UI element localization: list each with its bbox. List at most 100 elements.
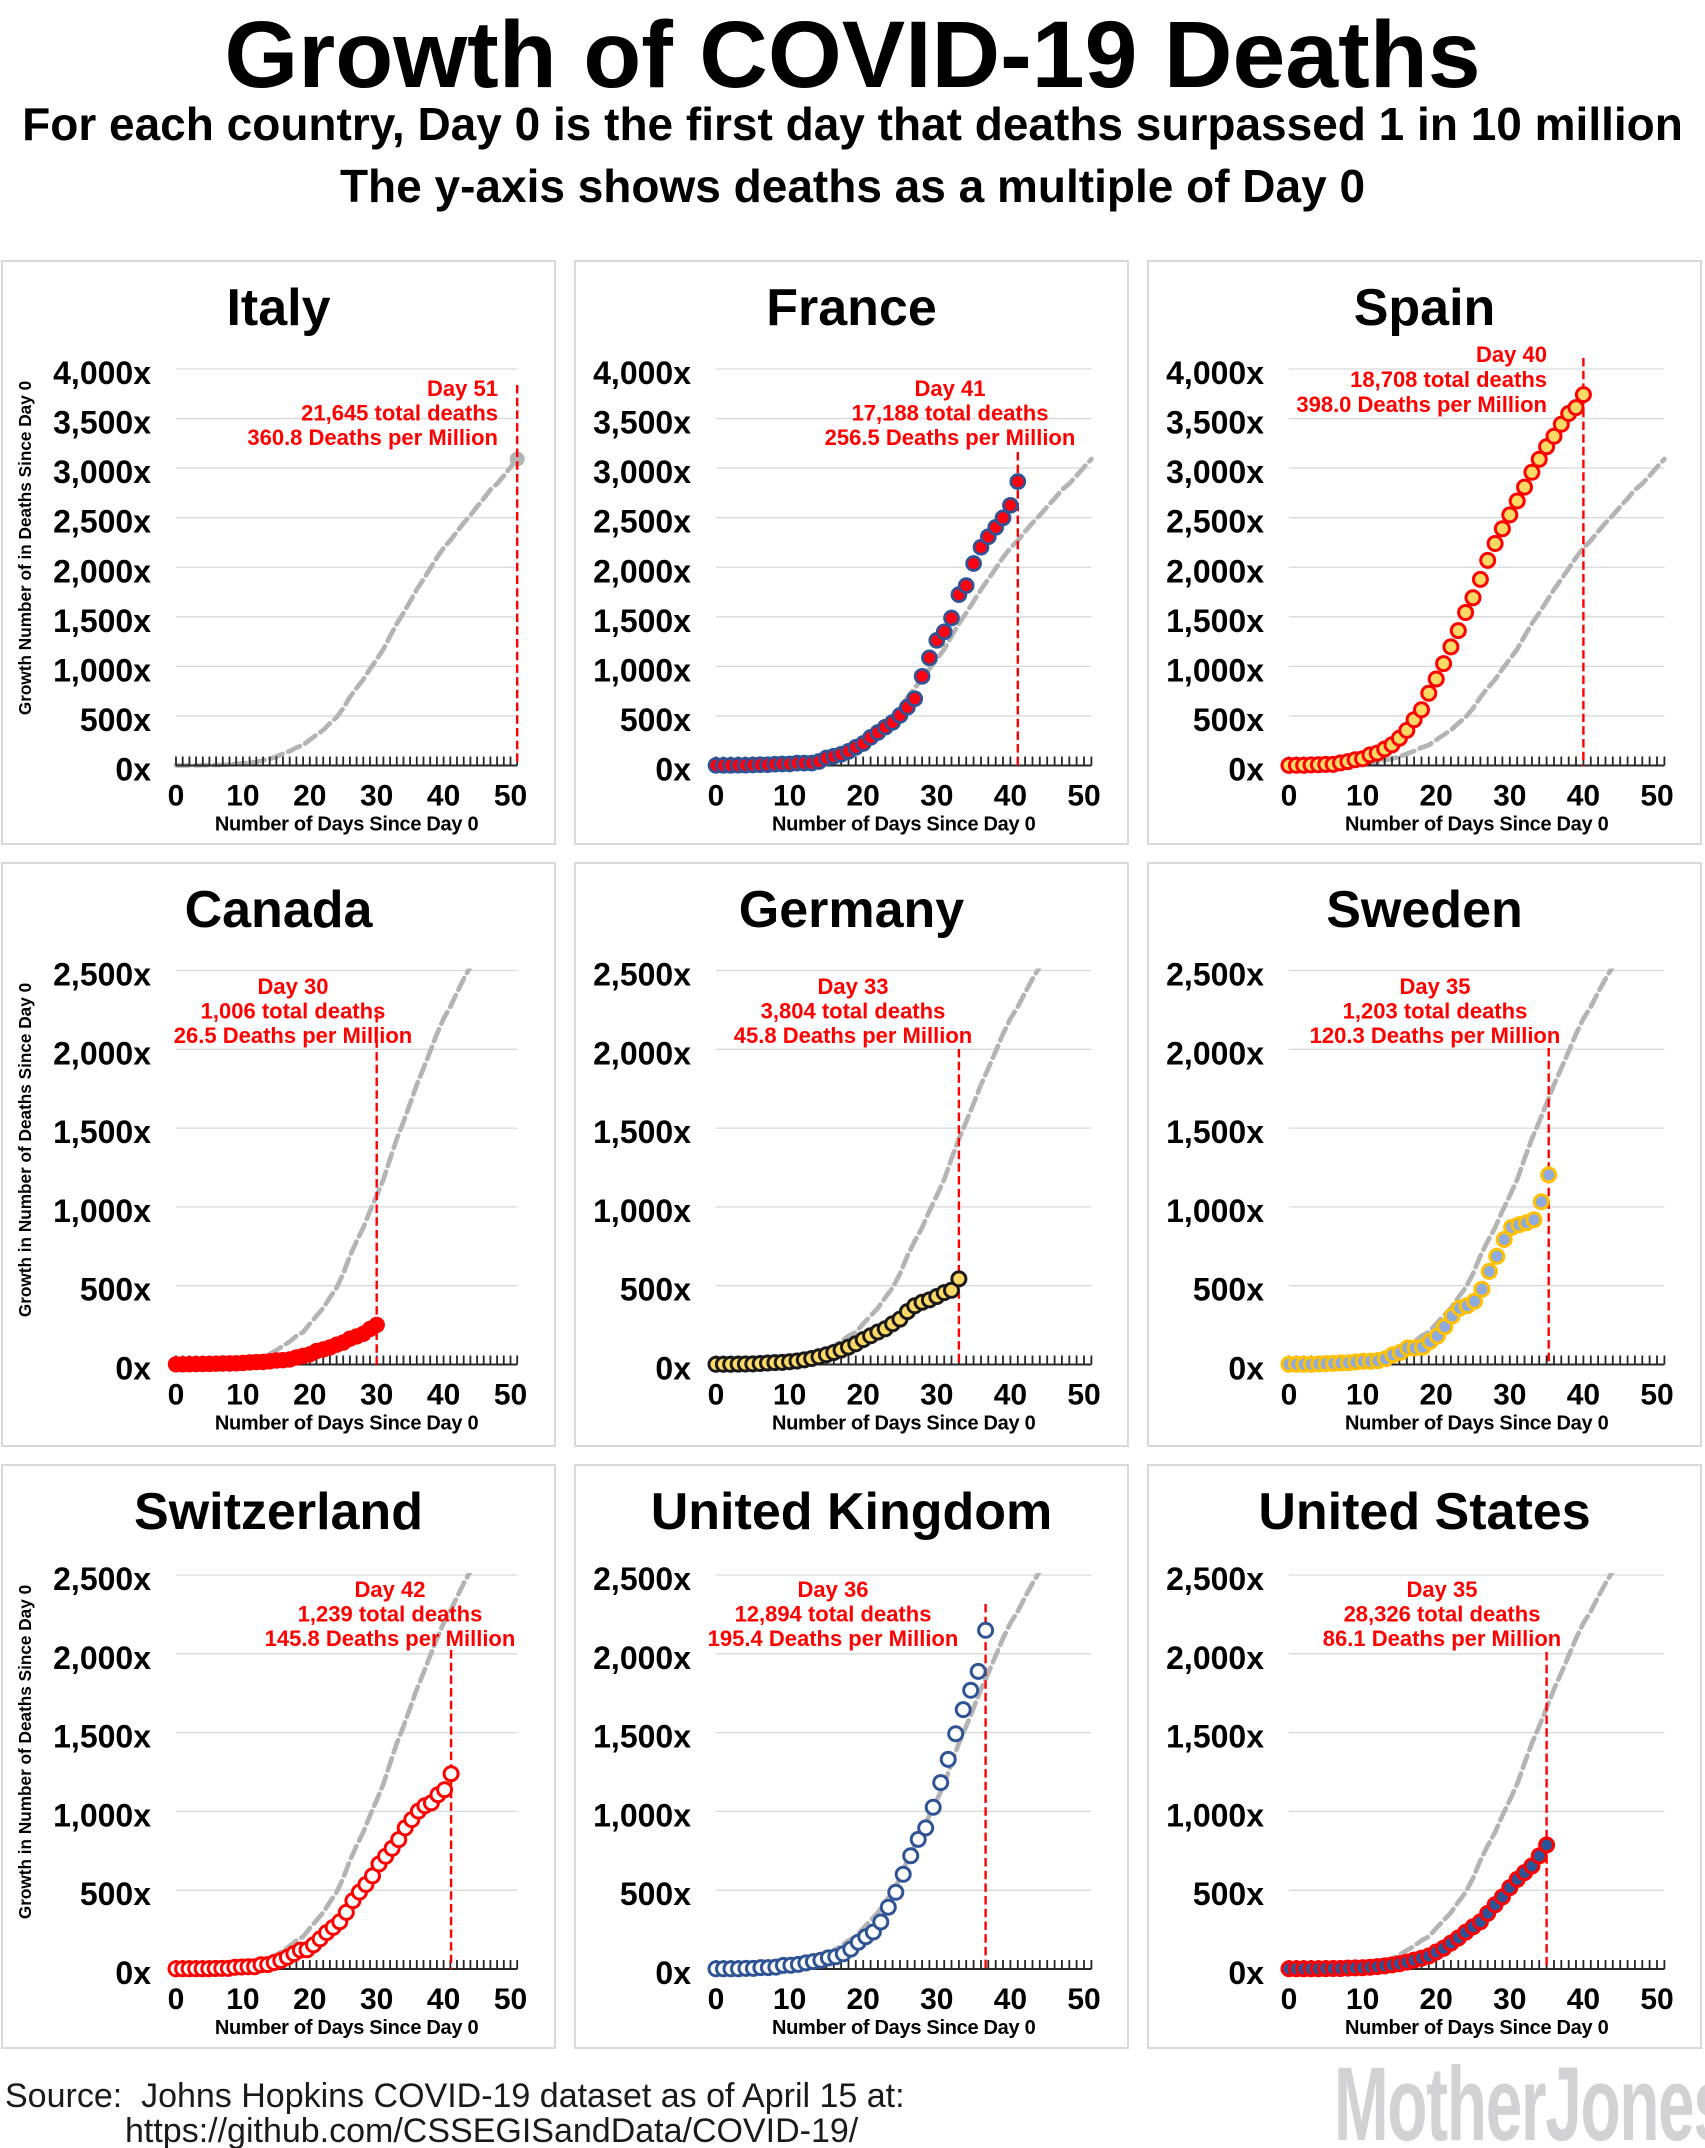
svg-text:2,000x: 2,000x [1166,1035,1264,1071]
svg-text:United States: United States [1258,1483,1590,1541]
svg-text:2,500x: 2,500x [1166,957,1264,993]
svg-text:1,000x: 1,000x [593,1797,691,1833]
svg-text:0x: 0x [115,1351,151,1387]
svg-text:500x: 500x [80,1272,151,1308]
svg-text:0x: 0x [655,752,691,788]
svg-text:0: 0 [1281,1983,1298,2016]
svg-text:3,000x: 3,000x [1166,454,1264,490]
svg-text:40: 40 [994,1379,1027,1412]
svg-text:50: 50 [1067,1379,1100,1412]
svg-text:2,500x: 2,500x [53,957,151,993]
svg-text:500x: 500x [620,1876,691,1912]
svg-text:500x: 500x [1193,702,1264,738]
svg-text:500x: 500x [1193,1272,1264,1308]
svg-text:0: 0 [168,780,185,813]
svg-text:20: 20 [293,780,326,813]
svg-text:18,708 total deaths: 18,708 total deaths [1350,367,1547,392]
svg-text:120.3 Deaths per Million: 120.3 Deaths per Million [1310,1023,1561,1048]
svg-text:Number of Days Since Day 0: Number of Days Since Day 0 [1345,814,1609,836]
svg-text:50: 50 [1067,1983,1100,2016]
svg-text:Growth Number of in Deaths Sin: Growth Number of in Deaths Since Day 0 [15,381,35,715]
svg-text:20: 20 [847,1983,880,2016]
svg-text:17,188 total deaths: 17,188 total deaths [852,401,1049,426]
svg-text:21,645 total deaths: 21,645 total deaths [301,401,498,426]
svg-text:500x: 500x [620,1272,691,1308]
svg-text:1,500x: 1,500x [593,1719,691,1755]
svg-text:0: 0 [168,1983,185,2016]
svg-text:Number of Days Since Day 0: Number of Days Since Day 0 [772,1413,1036,1435]
svg-text:500x: 500x [1193,1876,1264,1912]
svg-text:28,326 total deaths: 28,326 total deaths [1344,1602,1541,1627]
svg-text:3,500x: 3,500x [53,405,151,441]
svg-text:195.4 Deaths per Million: 195.4 Deaths per Million [708,1626,959,1651]
svg-text:40: 40 [427,1983,460,2016]
svg-text:10: 10 [773,780,806,813]
svg-text:40: 40 [994,1983,1027,2016]
svg-text:30: 30 [1493,780,1526,813]
svg-text:20: 20 [1420,780,1453,813]
svg-text:30: 30 [1493,1379,1526,1412]
svg-text:4,000x: 4,000x [53,355,151,391]
svg-text:Number of Days Since Day 0: Number of Days Since Day 0 [215,2017,479,2039]
svg-text:Day 33: Day 33 [818,974,889,999]
svg-text:398.0 Deaths per Million: 398.0 Deaths per Million [1296,392,1547,417]
svg-text:50: 50 [1640,1379,1673,1412]
svg-text:10: 10 [1346,1983,1379,2016]
svg-text:30: 30 [1493,1983,1526,2016]
svg-text:Spain: Spain [1354,279,1496,337]
svg-text:500x: 500x [80,702,151,738]
svg-text:0x: 0x [115,1955,151,1991]
svg-text:30: 30 [920,1379,953,1412]
svg-text:86.1 Deaths per Million: 86.1 Deaths per Million [1323,1626,1561,1651]
svg-text:Canada: Canada [185,881,374,939]
svg-text:3,000x: 3,000x [593,454,691,490]
svg-text:10: 10 [1346,780,1379,813]
svg-text:10: 10 [226,1379,259,1412]
svg-text:0: 0 [1281,1379,1298,1412]
svg-text:Number of Days Since Day 0: Number of Days Since Day 0 [215,814,479,836]
svg-text:145.8 Deaths per Million: 145.8 Deaths per Million [265,1626,516,1651]
svg-text:1,203 total deaths: 1,203 total deaths [1343,999,1528,1024]
svg-text:2,000x: 2,000x [593,1640,691,1676]
svg-text:2,000x: 2,000x [53,553,151,589]
svg-text:0: 0 [708,1983,725,2016]
svg-text:40: 40 [994,780,1027,813]
svg-text:Day 35: Day 35 [1400,974,1471,999]
svg-text:2,000x: 2,000x [593,1035,691,1071]
svg-text:0x: 0x [1228,1351,1264,1387]
svg-text:0: 0 [1281,780,1298,813]
svg-text:1,500x: 1,500x [53,603,151,639]
svg-text:256.5 Deaths per Million: 256.5 Deaths per Million [825,425,1076,450]
svg-text:40: 40 [427,780,460,813]
svg-text:Number of Days Since Day 0: Number of Days Since Day 0 [215,1413,479,1435]
svg-text:50: 50 [1640,780,1673,813]
svg-text:50: 50 [1067,780,1100,813]
svg-text:Growth in Number of Deaths Sin: Growth in Number of Deaths Since Day 0 [15,983,35,1317]
svg-text:Day 35: Day 35 [1407,1577,1478,1602]
svg-text:0: 0 [708,1379,725,1412]
svg-text:Number of Days Since Day 0: Number of Days Since Day 0 [772,2017,1036,2039]
svg-text:2,500x: 2,500x [593,1561,691,1597]
svg-text:2,000x: 2,000x [53,1035,151,1071]
svg-text:Day 41: Day 41 [915,376,986,401]
svg-text:1,000x: 1,000x [53,1193,151,1229]
svg-text:20: 20 [1420,1983,1453,2016]
svg-text:0x: 0x [115,752,151,788]
svg-text:Number of Days Since Day 0: Number of Days Since Day 0 [1345,1413,1609,1435]
svg-text:30: 30 [360,780,393,813]
svg-text:10: 10 [773,1379,806,1412]
svg-text:2,500x: 2,500x [593,957,691,993]
svg-text:20: 20 [293,1983,326,2016]
svg-text:1,500x: 1,500x [1166,1719,1264,1755]
svg-text:Number of Days Since Day 0: Number of Days Since Day 0 [1345,2017,1609,2039]
svg-text:500x: 500x [80,1876,151,1912]
svg-text:45.8 Deaths per Million: 45.8 Deaths per Million [734,1023,972,1048]
svg-text:20: 20 [1420,1379,1453,1412]
svg-text:50: 50 [494,1379,527,1412]
svg-text:3,804 total deaths: 3,804 total deaths [761,999,946,1024]
svg-text:40: 40 [1567,1983,1600,2016]
svg-text:2,000x: 2,000x [593,553,691,589]
svg-text:3,000x: 3,000x [53,454,151,490]
svg-text:Number of Days Since Day 0: Number of Days Since Day 0 [772,814,1036,836]
svg-text:50: 50 [1640,1983,1673,2016]
